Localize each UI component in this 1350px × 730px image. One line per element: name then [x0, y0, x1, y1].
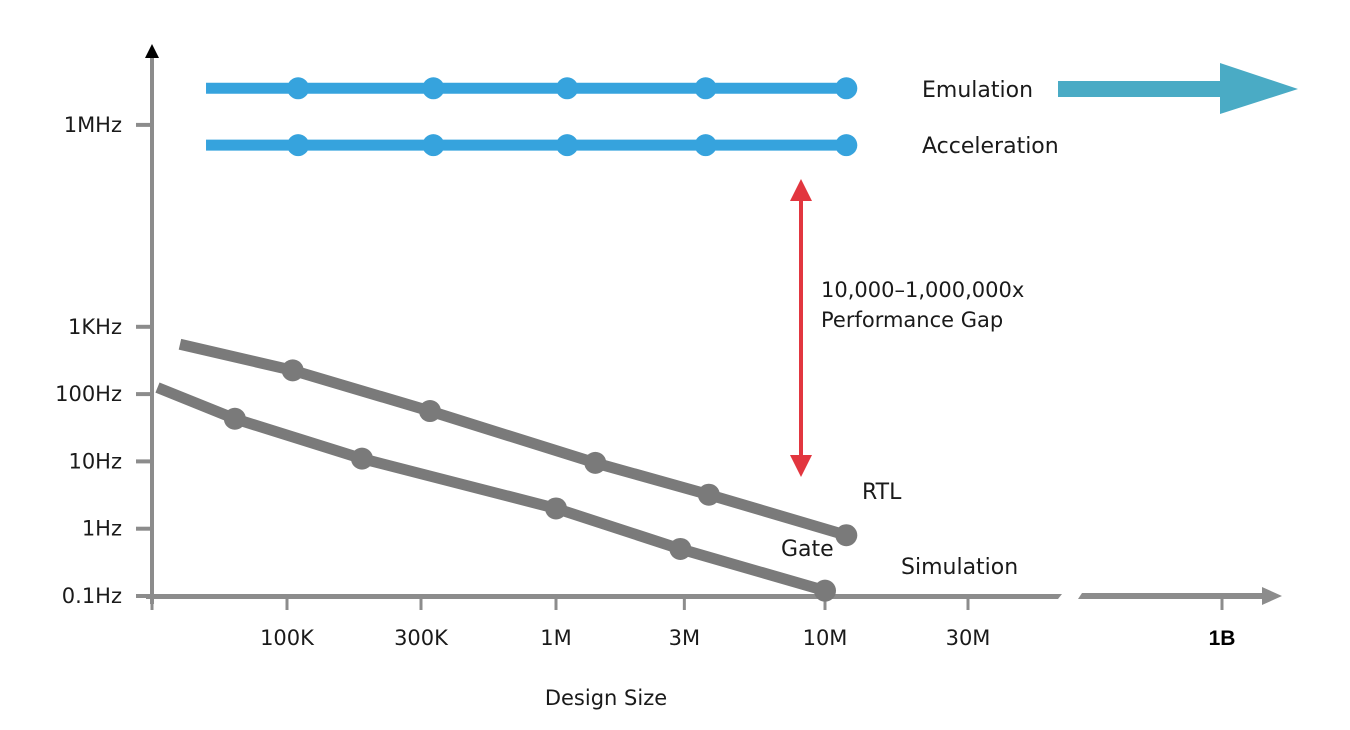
- series-line: [155, 382, 827, 596]
- x-tick-label: 300K: [394, 626, 449, 650]
- data-point: [223, 407, 246, 430]
- performance-gap-label-line1: 10,000–1,000,000x: [821, 278, 1024, 302]
- data-point: [556, 134, 579, 157]
- data-point: [418, 400, 441, 423]
- x-tick-label: 30M: [946, 626, 991, 650]
- x-axis-segment-left: [146, 594, 1062, 599]
- data-point: [350, 447, 373, 470]
- data-point: [697, 483, 720, 506]
- data-point: [584, 451, 607, 474]
- series-gate: [155, 382, 836, 602]
- y-tick-label: 10Hz: [68, 449, 122, 473]
- data-point: [556, 77, 579, 100]
- emulation-arrow-icon: [1058, 63, 1298, 114]
- x-axis-segment-right: [1078, 593, 1264, 599]
- x-axis-label: Design Size: [545, 686, 667, 710]
- y-ticks: 0.1Hz 1Hz 10Hz 100Hz 1KHz 1MHz: [55, 113, 152, 608]
- series-rtl: [178, 338, 858, 547]
- data-point: [694, 134, 717, 157]
- simulation-label: Simulation: [901, 555, 1018, 580]
- data-point: [287, 134, 310, 157]
- series-label-emulation: Emulation: [922, 78, 1033, 103]
- series-acceleration: [206, 134, 858, 157]
- data-point: [835, 524, 858, 547]
- series-label-acceleration: Acceleration: [922, 134, 1059, 159]
- data-point: [669, 537, 692, 560]
- performance-gap-arrow-icon: [790, 179, 812, 477]
- series-label-gate: Gate: [781, 537, 834, 562]
- y-axis-arrow-icon: [145, 44, 159, 58]
- x-tick-label: 100K: [260, 626, 315, 650]
- x-ticks: 100K 300K 1M 3M 10M 30M 1B: [150, 597, 1236, 650]
- data-point: [694, 77, 717, 100]
- y-tick-label: 1KHz: [68, 315, 122, 339]
- x-tick-label: 10M: [803, 626, 848, 650]
- data-point: [281, 359, 304, 382]
- data-point: [835, 77, 858, 100]
- data-point: [287, 77, 310, 100]
- x-tick-label: 3M: [669, 626, 700, 650]
- y-tick-label: 0.1Hz: [62, 584, 122, 608]
- x-tick-label: 1B: [1209, 627, 1236, 650]
- data-point: [422, 77, 445, 100]
- series-emulation: [206, 77, 858, 100]
- data-point: [545, 497, 567, 520]
- x-tick-label: 1M: [540, 626, 571, 650]
- axes: [145, 44, 1282, 605]
- data-point: [835, 134, 858, 157]
- series-layer: [155, 77, 858, 602]
- series-label-rtl: RTL: [862, 480, 902, 505]
- data-point: [422, 134, 445, 157]
- performance-gap-label-line2: Performance Gap: [821, 308, 1003, 332]
- x-axis-arrow-icon: [1262, 587, 1282, 605]
- y-tick-label: 1MHz: [64, 113, 122, 137]
- series-line: [178, 338, 848, 541]
- y-tick-label: 100Hz: [55, 382, 122, 406]
- data-point: [814, 579, 836, 602]
- y-tick-label: 1Hz: [82, 517, 122, 541]
